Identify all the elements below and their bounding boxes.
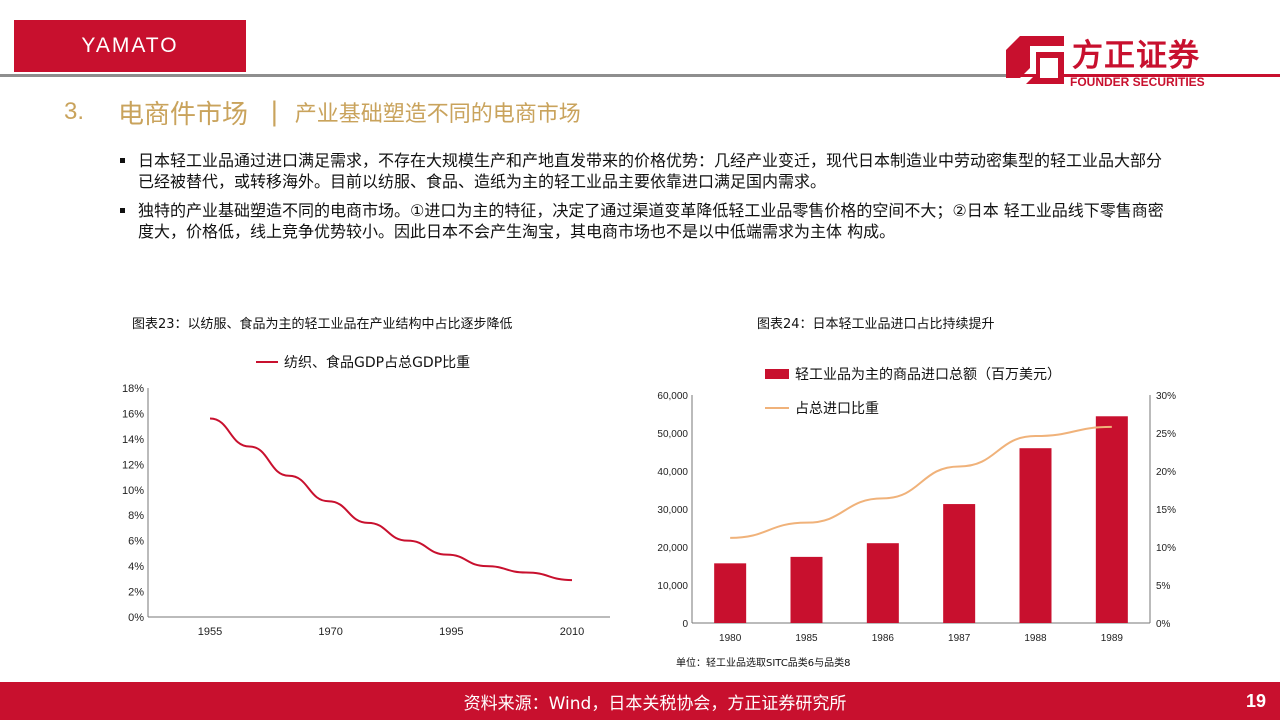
chart1-legend-label: 纺织、食品GDP占总GDP比重 <box>284 355 471 371</box>
chart1-plot: 0% 2% 4% 6% 8% 10% 12% 14% 16% 18% 1955 1970 1995 201… <box>122 383 610 638</box>
chart2-legend-bar: 轻工业品为主的商品进口总额（百万美元） <box>765 364 1061 384</box>
section-title: 电商件市场 <box>118 99 249 130</box>
chart1-y-tick-label: 8% <box>128 510 144 522</box>
bullet-item: 独特的产业基础塑造不同的电商市场。①进口为主的特征，决定了通过渠道变革降低轻工业… <box>120 200 1170 242</box>
footer-bar: 资料来源：Wind，日本关税协会，方正证券研究所 19 <box>0 682 1280 720</box>
chart1-x-tick-label: 1955 <box>198 626 222 638</box>
chart1-x-tick-label: 1995 <box>439 626 463 638</box>
chart2-bar <box>1095 416 1128 623</box>
chart1-y-tick-label: 12% <box>122 459 144 471</box>
chart2-y-right-tick-label: 15% <box>1156 505 1176 516</box>
brand-name-cn: 方正证券 <box>1072 38 1200 74</box>
chart1-y-tick-label: 4% <box>128 561 144 573</box>
chart2-y-right-tick-label: 5% <box>1156 581 1171 592</box>
chart1-y-tick-label: 6% <box>128 536 144 548</box>
chart2-plot: 0 10,000 20,000 30,000 40,000 50,000 60,000 0% 5… <box>657 391 1176 644</box>
chart2-y-right-tick-label: 0% <box>1156 619 1171 630</box>
chart2-y-left-tick-label: 40,000 <box>657 467 688 478</box>
chart2-note: 单位：轻工业品选取SITC品类6与品类8 <box>676 658 851 669</box>
chart1-y-tick-label: 14% <box>122 434 144 446</box>
chart2-y-right-tick-label: 10% <box>1156 543 1176 554</box>
chart1-legend: 纺织、食品GDP占总GDP比重 <box>256 352 470 372</box>
section-heading: 3. 电商件市场 | 产业基础塑造不同的电商市场 <box>64 92 581 132</box>
header-divider-accent <box>1010 74 1280 77</box>
bullet-list: 日本轻工业品通过进口满足需求，不存在大规模生产和产地直发带来的价格优势：几经产业… <box>120 150 1170 250</box>
chart2-x-tick-label: 1987 <box>948 633 971 644</box>
chart1-caption: 图表23：以纺服、食品为主的轻工业品在产业结构中占比逐步降低 <box>132 317 513 332</box>
chart2-y-left-tick-label: 0 <box>682 619 688 630</box>
chart2-y-right-tick-label: 30% <box>1156 391 1176 402</box>
legend-line-swatch <box>765 407 789 409</box>
chart2-y-left-tick-label: 30,000 <box>657 505 688 516</box>
chart1-y-tick-label: 16% <box>122 408 144 420</box>
chart2-bar <box>714 563 747 623</box>
chart2-x-tick-label: 1986 <box>872 633 895 644</box>
chart2-y-left-tick-label: 20,000 <box>657 543 688 554</box>
founder-logo-icon <box>1006 36 1064 84</box>
chart2-legend-line: 占总进口比重 <box>765 398 879 418</box>
chart2-y-right-tick-label: 20% <box>1156 467 1176 478</box>
chart2-legend-line-label: 占总进口比重 <box>795 401 879 417</box>
chart1-y-tick-label: 10% <box>122 485 144 497</box>
legend-line-swatch <box>256 361 278 363</box>
chart1-y-tick-label: 0% <box>128 612 144 624</box>
footer-source: 资料来源：Wind，日本关税协会，方正证券研究所 <box>463 693 847 714</box>
page-number: 19 <box>1245 690 1266 711</box>
chart2-bar <box>943 504 976 623</box>
header-divider <box>0 74 1010 77</box>
chart1-y-tick-label: 2% <box>128 587 144 599</box>
chart2-bar <box>1019 448 1052 623</box>
bullet-item: 日本轻工业品通过进口满足需求，不存在大规模生产和产地直发带来的价格优势：几经产业… <box>120 150 1170 192</box>
chart2-x-tick-label: 1980 <box>719 633 742 644</box>
chart1-x-tick-label: 1970 <box>318 626 342 638</box>
chart2-bar <box>790 556 823 623</box>
chart2-x-tick-label: 1988 <box>1024 633 1047 644</box>
chart2-share-line <box>730 425 1112 539</box>
chart2-caption: 图表24：日本轻工业品进口占比持续提升 <box>757 317 995 332</box>
chart2-y-left-tick-label: 10,000 <box>657 581 688 592</box>
chart1-series-line <box>209 417 573 582</box>
section-tag: YAMATO <box>14 20 246 72</box>
chart1-y-tick-label: 18% <box>122 383 144 395</box>
heading-separator: | <box>270 97 279 127</box>
chart2-y-left-tick-label: 60,000 <box>657 391 688 402</box>
chart2-bar <box>866 543 899 623</box>
chart1-x-tick-label: 2010 <box>560 626 584 638</box>
chart2-x-tick-label: 1985 <box>795 633 818 644</box>
legend-bar-swatch <box>765 369 789 379</box>
section-number: 3. <box>64 98 85 125</box>
chart2-x-tick-label: 1989 <box>1101 633 1124 644</box>
chart2-legend-bar-label: 轻工业品为主的商品进口总额（百万美元） <box>795 367 1061 383</box>
brand-name-en: FOUNDER SECURITIES <box>1070 75 1205 89</box>
chart2-y-left-tick-label: 50,000 <box>657 429 688 440</box>
chart2-y-right-tick-label: 25% <box>1156 429 1176 440</box>
section-subtitle: 产业基础塑造不同的电商市场 <box>294 102 581 127</box>
